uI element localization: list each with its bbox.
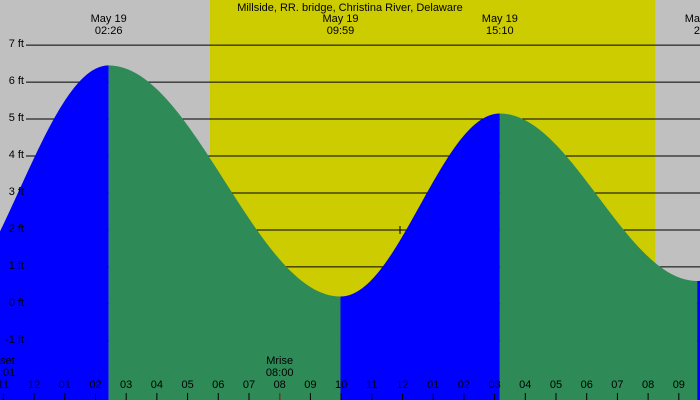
y-tick-label: 7 ft (9, 38, 24, 50)
x-tick-label: 07 (243, 379, 255, 391)
x-tick-label: 12 (396, 379, 408, 391)
y-tick-label: 2 ft (9, 223, 24, 235)
left-event-time: :01 (0, 367, 15, 379)
x-tick-label: 08 (642, 379, 654, 391)
y-tick-label: 4 ft (9, 149, 24, 161)
x-tick-label: 06 (212, 379, 224, 391)
tide-time: 2 (694, 25, 700, 37)
x-tick-label: 02 (89, 379, 101, 391)
x-tick-label: 10 (335, 379, 347, 391)
y-tick-label: 3 ft (9, 186, 24, 198)
x-tick-label: 05 (550, 379, 562, 391)
x-tick-label: 01 (59, 379, 71, 391)
y-tick-label: 0 ft (9, 297, 24, 309)
tide-date: May 19 (322, 13, 358, 25)
chart-title: Millside, RR. bridge, Christina River, D… (237, 2, 463, 14)
x-tick-label: 12 (28, 379, 40, 391)
x-tick-label: 09 (304, 379, 316, 391)
tide-time: 02:26 (95, 25, 123, 37)
rising-tide (340, 113, 500, 400)
falling-tide (108, 65, 341, 400)
x-tick-label: 01 (427, 379, 439, 391)
x-tick-label: 02 (458, 379, 470, 391)
moonrise-label: Mrise (266, 355, 293, 367)
x-tick-label: 03 (488, 379, 500, 391)
x-tick-label: 04 (151, 379, 163, 391)
tide-date: May 19 (482, 13, 518, 25)
tide-date: Ma (685, 13, 700, 25)
y-tick-label: 1 ft (9, 260, 24, 272)
rising-tide (697, 280, 700, 400)
y-tick-label: 5 ft (9, 112, 24, 124)
x-tick-label: 03 (120, 379, 132, 391)
x-tick-label: 05 (181, 379, 193, 391)
x-tick-label: 11 (0, 379, 9, 391)
x-tick-label: 09 (673, 379, 685, 391)
tide-date: May 19 (91, 13, 127, 25)
moonrise-time: 08:00 (266, 367, 294, 379)
y-tick-label: -1 ft (5, 334, 24, 346)
rising-tide (0, 65, 109, 400)
tide-time: 15:10 (486, 25, 514, 37)
y-tick-label: 6 ft (9, 75, 24, 87)
x-tick-label: 07 (611, 379, 623, 391)
left-event-label: set (0, 355, 15, 367)
x-tick-label: 08 (274, 379, 286, 391)
x-tick-label: 06 (581, 379, 593, 391)
current-marker (396, 226, 404, 234)
tide-time: 09:59 (327, 25, 355, 37)
falling-tide (499, 113, 698, 400)
x-tick-label: 04 (519, 379, 531, 391)
x-tick-label: 11 (366, 379, 377, 391)
